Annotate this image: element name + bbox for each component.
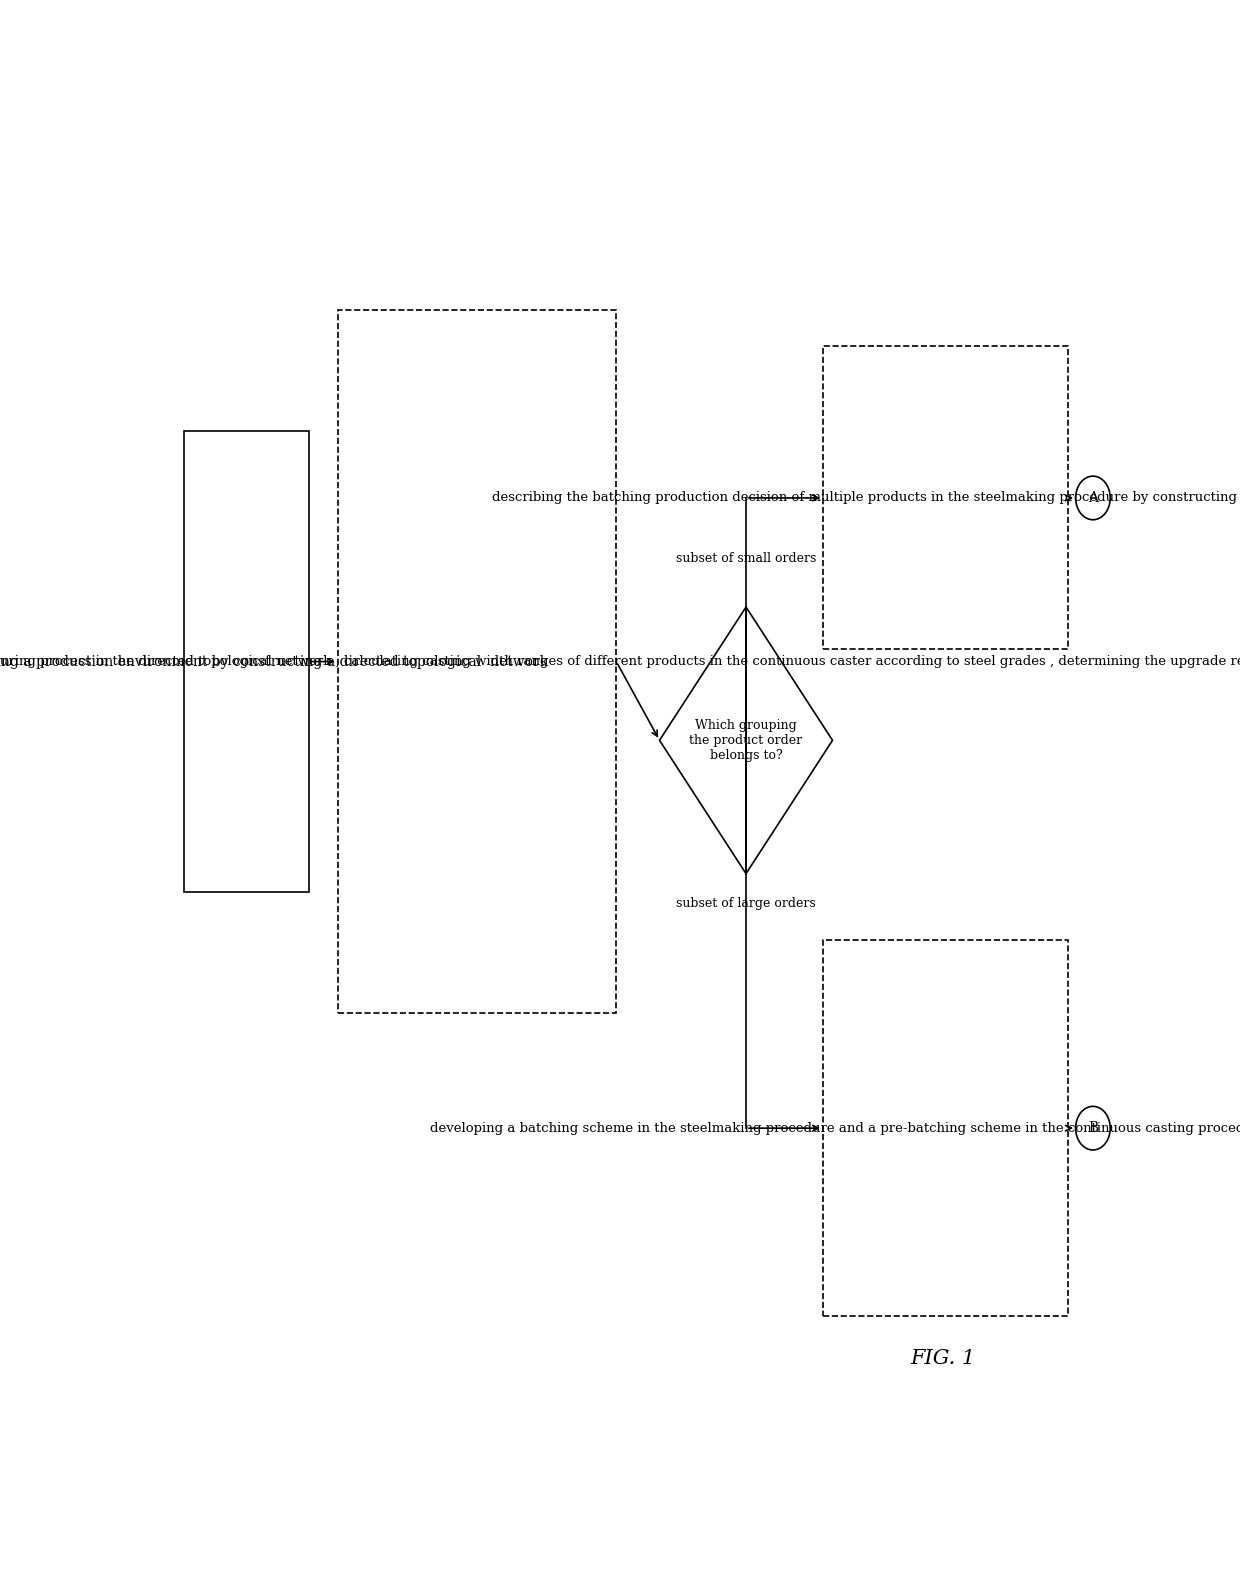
Bar: [823, 940, 1068, 1316]
Circle shape: [1075, 1107, 1110, 1151]
Text: A: A: [1087, 491, 1097, 505]
Text: describing the batching production decision of multiple products in the steelmak: describing the batching production decis…: [492, 491, 1240, 504]
Text: subset of small orders: subset of small orders: [676, 552, 816, 565]
Bar: [184, 431, 309, 892]
Text: B: B: [1087, 1121, 1097, 1135]
Text: FIG. 1: FIG. 1: [910, 1349, 976, 1368]
Text: Which grouping
the product order
belongs to?: Which grouping the product order belongs…: [689, 719, 802, 762]
Text: describing a production environment by constructing a directed topological  netw: describing a production environment by c…: [0, 655, 548, 669]
Circle shape: [1075, 475, 1110, 519]
Text: subset of large orders: subset of large orders: [676, 897, 816, 910]
Bar: [823, 346, 1068, 650]
Text: according to quality requirements for finished products by different customers ’: according to quality requirements for fi…: [0, 655, 1240, 667]
Text: developing a batching scheme in the steelmaking procedure and a pre-batching sch: developing a batching scheme in the stee…: [430, 1122, 1240, 1135]
Bar: [337, 310, 616, 1014]
